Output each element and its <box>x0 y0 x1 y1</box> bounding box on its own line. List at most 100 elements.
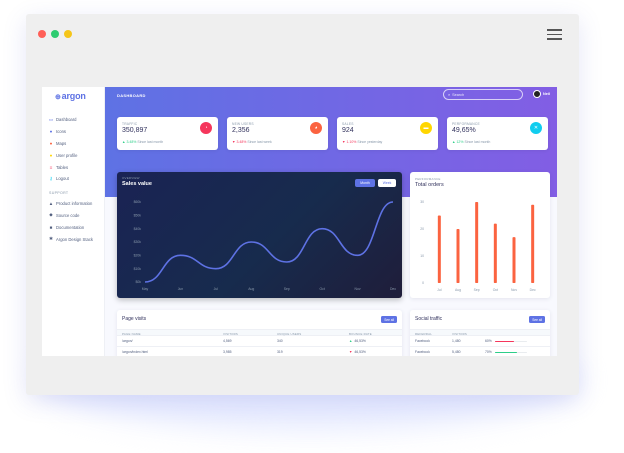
y-tick-label: $60k <box>134 200 142 204</box>
column-header: BOUNCE RATE <box>349 331 372 336</box>
column-header: VISITORS <box>223 331 239 336</box>
arrow-down-icon: ▼ <box>342 140 346 144</box>
table-header: PAGE NAME VISITORS UNIQUE USERS BOUNCE R… <box>117 329 402 336</box>
column-header: VISITORS <box>452 331 468 336</box>
sales-value-card: OVERVIEW Sales value Month Week $0k $10k $… <box>117 172 402 298</box>
percent: 60% <box>485 339 492 343</box>
sidebar-item-maps[interactable]: ● Maps <box>46 138 104 150</box>
arrow-down-icon: ▼ <box>349 350 353 354</box>
chart-bar-icon: ◕ <box>310 122 322 134</box>
x-tick-label: Nov <box>511 288 517 292</box>
y-tick-label: 20 <box>420 227 424 231</box>
arrow-down-icon: ▼ <box>232 140 236 144</box>
maximize-dot[interactable] <box>51 30 59 38</box>
stat-footer: ▼ 1.10% Since yesterday <box>342 140 382 144</box>
stat-value: 49,65% <box>452 127 476 134</box>
referral: Facebook <box>415 350 430 354</box>
sidebar-item-label: Dashboard <box>56 117 77 123</box>
visitors: 3,985 <box>223 350 232 354</box>
stat-change: 1.10% <box>346 140 357 144</box>
sidebar-item-tables[interactable]: ≡ Tables <box>46 161 104 173</box>
unique-users: 319 <box>277 350 283 354</box>
user-menu[interactable]: Neil <box>533 90 550 98</box>
stat-value: 350,897 <box>122 127 148 134</box>
stat-change: 12% <box>456 140 464 144</box>
user-icon: ● <box>49 152 53 158</box>
palette-icon: ◆ <box>49 212 53 218</box>
y-tick-label: 10 <box>420 254 424 258</box>
avatar <box>533 90 541 98</box>
sidebar-item-label: Documentation <box>56 224 85 230</box>
brand-logo[interactable]: ⊕argon <box>55 91 86 101</box>
table-row[interactable]: /argon/ 4,569 340 ▲ 46,53% <box>117 336 402 347</box>
sidebar-item-icons[interactable]: ● Icons <box>46 126 104 138</box>
main-content: DASHBOARD ⌕ Search Neil TRAFFIC 350,897 ◔… <box>105 87 557 356</box>
page-name: /argon/index.html <box>122 350 149 354</box>
tab-week[interactable]: Week <box>378 179 396 187</box>
sidebar-item-source-code[interactable]: ◆ Source code <box>46 210 104 222</box>
y-tick-label: $40k <box>134 227 142 231</box>
orders-bar-chart: 0 10 20 30 Jul Aug Sep Oct Nov Dec <box>420 200 536 292</box>
x-tick-label: May <box>142 287 149 291</box>
pin-icon: ● <box>49 140 53 146</box>
sidebar-item-label: Product information <box>56 201 93 207</box>
dashboard-app: ⊕argon ▭ Dashboard ● Icons ● Maps ● User pro… <box>42 87 557 356</box>
see-all-button[interactable]: See all <box>529 316 545 323</box>
sidebar-section-heading: SUPPORT <box>49 190 69 195</box>
sidebar-nav: ▭ Dashboard ● Icons ● Maps ● User profile ≡ T… <box>46 114 104 245</box>
page-visits-card: Page visits See all PAGE NAME VISITORS U… <box>117 310 402 356</box>
search-placeholder: Search <box>452 92 465 97</box>
table-header: REFERRAL VISITORS <box>410 329 550 336</box>
card-overline: PERFORMANCE <box>415 177 441 181</box>
stat-change: 3.48% <box>236 140 247 144</box>
order-bar <box>475 202 479 283</box>
x-tick-label: Dec <box>390 287 396 291</box>
tab-month[interactable]: Month <box>355 179 375 187</box>
stat-change: 3.48% <box>126 140 137 144</box>
percent-icon: ✕ <box>530 122 542 134</box>
table-row[interactable]: Facebook 1,480 60% <box>410 336 550 347</box>
y-tick-label: $50k <box>134 214 142 218</box>
sidebar-item-dashboard[interactable]: ▭ Dashboard <box>46 114 104 126</box>
stat-footer: ▲ 3.48% Since last month <box>122 140 163 144</box>
bounce-rate: ▼ 46,53% <box>349 350 366 354</box>
total-orders-card: PERFORMANCE Total orders 0 10 20 30 Jul Aug Se… <box>410 172 550 298</box>
planet-icon: ● <box>49 129 53 135</box>
sidebar-item-label: Tables <box>56 164 69 170</box>
see-all-button[interactable]: See all <box>381 316 397 323</box>
search-icon: ⌕ <box>448 92 451 97</box>
search-input[interactable]: ⌕ Search <box>443 89 523 100</box>
sidebar-item-user-profile[interactable]: ● User profile <box>46 149 104 161</box>
stat-label: NEW USERS <box>232 122 254 126</box>
sidebar-item-documentation[interactable]: ■ Documentation <box>46 221 104 233</box>
stat-period: Since yesterday <box>357 140 383 144</box>
x-tick-label: Sep <box>474 288 480 292</box>
atom-icon: ✱ <box>49 236 53 242</box>
stat-footer: ▲ 12% Since last month <box>452 140 490 144</box>
logo-icon: ⊕ <box>55 94 61 101</box>
sidebar-item-label: Maps <box>56 140 67 146</box>
sidebar-item-logout[interactable]: ⚷ Logout <box>46 173 104 185</box>
sales-line-chart: $0k $10k $20k $30k $40k $50k $60k May Jun Jul Aug S… <box>134 200 397 291</box>
sidebar-item-argon-design-stack[interactable]: ✱ Argon Design Stack <box>46 233 104 245</box>
minimize-dot[interactable] <box>64 30 72 38</box>
bounce-rate-value: 46,53% <box>354 350 366 354</box>
table-row[interactable]: Facebook 5,480 70% <box>410 347 550 356</box>
table-row[interactable]: /argon/index.html 3,985 319 ▼ 46,53% <box>117 347 402 356</box>
x-tick-label: Nov <box>355 287 361 291</box>
sidebar-item-product-information[interactable]: ▲ Product information <box>46 198 104 210</box>
order-bar <box>437 215 441 283</box>
y-tick-label: 30 <box>420 200 424 204</box>
close-dot[interactable] <box>38 30 46 38</box>
x-tick-label: Oct <box>320 287 325 291</box>
spaceship-icon: ▲ <box>48 201 54 207</box>
order-bar <box>456 229 460 283</box>
stat-value: 924 <box>342 127 354 134</box>
referral: Facebook <box>415 339 430 343</box>
visitors: 1,480 <box>452 339 461 343</box>
x-tick-label: Aug <box>248 287 254 291</box>
hamburger-icon[interactable] <box>547 29 562 43</box>
progress-bar <box>495 351 527 354</box>
x-tick-label: Sep <box>284 287 290 291</box>
sidebar-item-label: User profile <box>56 152 78 158</box>
